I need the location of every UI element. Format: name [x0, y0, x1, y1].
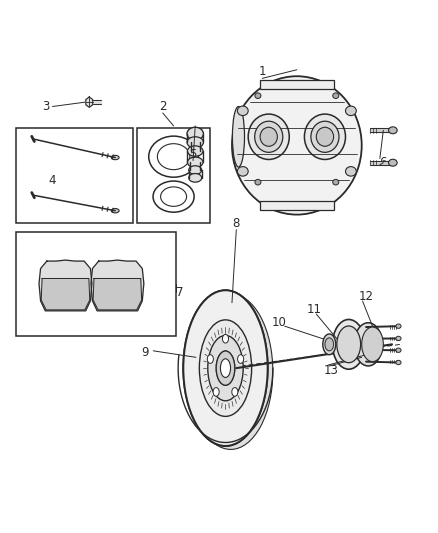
Ellipse shape: [346, 106, 356, 116]
Ellipse shape: [333, 180, 339, 185]
Ellipse shape: [396, 324, 401, 328]
Ellipse shape: [389, 127, 397, 134]
Ellipse shape: [311, 121, 339, 152]
Ellipse shape: [111, 155, 119, 160]
Bar: [137, 128, 210, 223]
Text: 1: 1: [258, 66, 266, 78]
Ellipse shape: [149, 136, 198, 177]
Ellipse shape: [332, 319, 365, 369]
Ellipse shape: [389, 159, 397, 166]
Ellipse shape: [188, 294, 273, 449]
Ellipse shape: [208, 335, 243, 401]
Text: 3: 3: [42, 100, 49, 113]
Ellipse shape: [184, 290, 268, 446]
Ellipse shape: [396, 348, 401, 352]
Ellipse shape: [346, 167, 356, 176]
Ellipse shape: [111, 208, 119, 213]
Ellipse shape: [189, 174, 202, 182]
Text: 13: 13: [324, 364, 339, 377]
Text: 4: 4: [49, 174, 56, 187]
Ellipse shape: [237, 106, 248, 116]
Ellipse shape: [187, 146, 203, 156]
Ellipse shape: [396, 336, 401, 341]
Ellipse shape: [255, 93, 261, 99]
Bar: [16, 232, 176, 336]
Polygon shape: [371, 128, 393, 132]
Ellipse shape: [223, 334, 229, 343]
Bar: [260, 80, 334, 89]
Ellipse shape: [362, 327, 383, 361]
Text: 10: 10: [272, 316, 287, 329]
Ellipse shape: [187, 157, 203, 167]
Polygon shape: [93, 279, 141, 310]
Ellipse shape: [260, 127, 277, 146]
Ellipse shape: [237, 167, 248, 176]
Text: 6: 6: [380, 156, 387, 169]
Ellipse shape: [210, 351, 228, 385]
Ellipse shape: [199, 320, 251, 416]
Bar: [260, 201, 334, 211]
Ellipse shape: [216, 351, 235, 385]
Text: 5: 5: [189, 148, 197, 160]
Ellipse shape: [255, 180, 261, 185]
Ellipse shape: [157, 144, 190, 169]
Ellipse shape: [333, 93, 339, 99]
Text: 8: 8: [233, 217, 240, 230]
Ellipse shape: [213, 387, 219, 396]
Ellipse shape: [184, 290, 268, 446]
Ellipse shape: [337, 326, 360, 363]
Text: 2: 2: [159, 100, 166, 113]
Ellipse shape: [153, 181, 194, 212]
Text: 11: 11: [307, 303, 321, 316]
Ellipse shape: [396, 360, 401, 365]
Text: 9: 9: [142, 346, 149, 359]
Text: 12: 12: [359, 290, 374, 303]
Ellipse shape: [161, 187, 187, 206]
Ellipse shape: [323, 334, 336, 355]
Polygon shape: [39, 260, 92, 311]
Ellipse shape: [248, 114, 289, 159]
Ellipse shape: [216, 351, 235, 385]
Ellipse shape: [232, 387, 238, 396]
Ellipse shape: [187, 137, 203, 148]
Ellipse shape: [233, 107, 244, 167]
Polygon shape: [41, 279, 90, 310]
Ellipse shape: [232, 76, 362, 215]
Ellipse shape: [325, 338, 334, 351]
Bar: [16, 128, 133, 223]
Ellipse shape: [354, 322, 382, 366]
Polygon shape: [86, 97, 93, 107]
Polygon shape: [371, 160, 393, 165]
Text: 7: 7: [177, 286, 184, 299]
Ellipse shape: [237, 355, 244, 364]
Ellipse shape: [316, 127, 334, 146]
Ellipse shape: [189, 166, 202, 174]
Ellipse shape: [187, 127, 203, 140]
Polygon shape: [91, 260, 144, 311]
Ellipse shape: [207, 355, 213, 364]
Ellipse shape: [220, 359, 230, 377]
Ellipse shape: [254, 121, 283, 152]
Ellipse shape: [304, 114, 346, 159]
Polygon shape: [93, 100, 101, 104]
